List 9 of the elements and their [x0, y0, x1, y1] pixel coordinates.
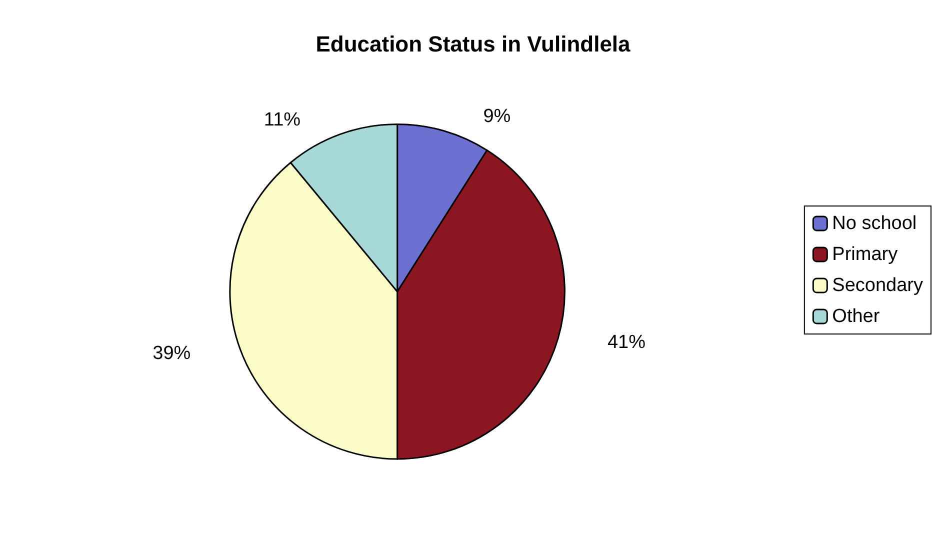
legend-label: Primary [832, 244, 898, 265]
legend-label: Secondary [832, 275, 924, 296]
data-label: 41% [607, 332, 646, 353]
legend-label: Other [832, 306, 880, 327]
legend-label: No school [832, 213, 917, 234]
chart-title: Education Status in Vulindlela [316, 32, 632, 56]
data-label: 39% [152, 342, 191, 364]
data-label: 11% [264, 109, 301, 130]
data-label: 9% [483, 106, 511, 127]
